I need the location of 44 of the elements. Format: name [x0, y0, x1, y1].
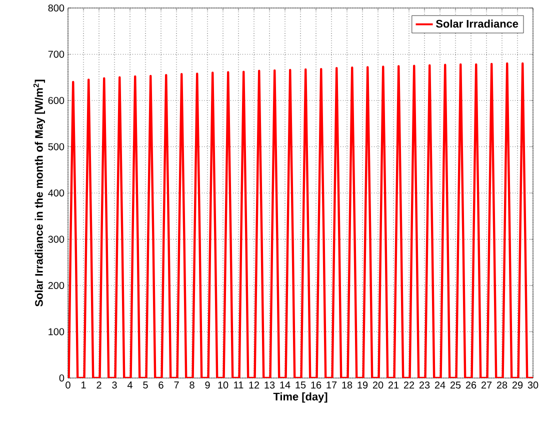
x-axis-title: Time [day] — [273, 392, 328, 403]
x-tick-label: 12 — [249, 382, 260, 388]
y-tick-label: 200 — [48, 282, 64, 290]
y-tick-label: 100 — [48, 328, 64, 336]
x-tick-label: 21 — [388, 382, 399, 388]
x-tick-label: 25 — [450, 382, 461, 389]
x-tick-label: 15 — [296, 382, 306, 388]
y-tick-label: 300 — [48, 236, 64, 243]
x-tick-label: 14 — [280, 382, 290, 388]
x-tick-label: 28 — [496, 382, 508, 389]
x-tick-label: 29 — [512, 382, 523, 389]
y-tick-label: 800 — [48, 4, 64, 12]
x-tick-label: 3 — [112, 382, 117, 389]
line-series — [68, 62, 533, 378]
x-tick-label: 24 — [434, 382, 446, 388]
x-tick-label: 13 — [264, 382, 275, 389]
y-tick-label: 400 — [48, 189, 64, 197]
x-tick-label: 4 — [127, 382, 132, 388]
x-tick-label: 23 — [419, 382, 430, 389]
x-tick-label: 20 — [372, 382, 384, 389]
y-tick-label: 500 — [48, 143, 64, 150]
x-tick-label: 27 — [481, 382, 492, 388]
x-tick-label: 16 — [311, 382, 322, 389]
y-tick-label: 600 — [48, 96, 64, 104]
x-tick-label: 6 — [158, 382, 164, 389]
x-tick-label: 26 — [466, 382, 476, 389]
x-tick-label: 17 — [326, 382, 337, 388]
x-tick-label: 1 — [81, 382, 86, 388]
y-tick-label: 0 — [59, 374, 64, 382]
x-tick-label: 30 — [528, 382, 538, 389]
x-tick-label: 10 — [218, 382, 228, 389]
x-tick-label: 9 — [205, 382, 210, 389]
x-tick-label: 8 — [190, 382, 194, 389]
x-tick-label: 2 — [96, 382, 102, 388]
x-tick-label: 18 — [342, 382, 352, 389]
x-tick-label: 7 — [174, 382, 179, 388]
x-tick-label: 11 — [234, 382, 244, 388]
y-tick-label: 700 — [48, 50, 64, 58]
x-tick-label: 5 — [143, 382, 148, 388]
x-tick-label: 0 — [66, 382, 70, 389]
x-tick-label: 19 — [358, 382, 368, 389]
x-tick-label: 22 — [404, 382, 414, 388]
legend-label: Solar Irradiance — [436, 20, 518, 28]
y-axis-title: Solar Irradiance in the month of May [W/m$^{2}$] — [33, 80, 46, 306]
